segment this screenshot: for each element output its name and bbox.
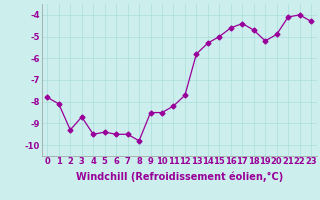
X-axis label: Windchill (Refroidissement éolien,°C): Windchill (Refroidissement éolien,°C) [76, 172, 283, 182]
